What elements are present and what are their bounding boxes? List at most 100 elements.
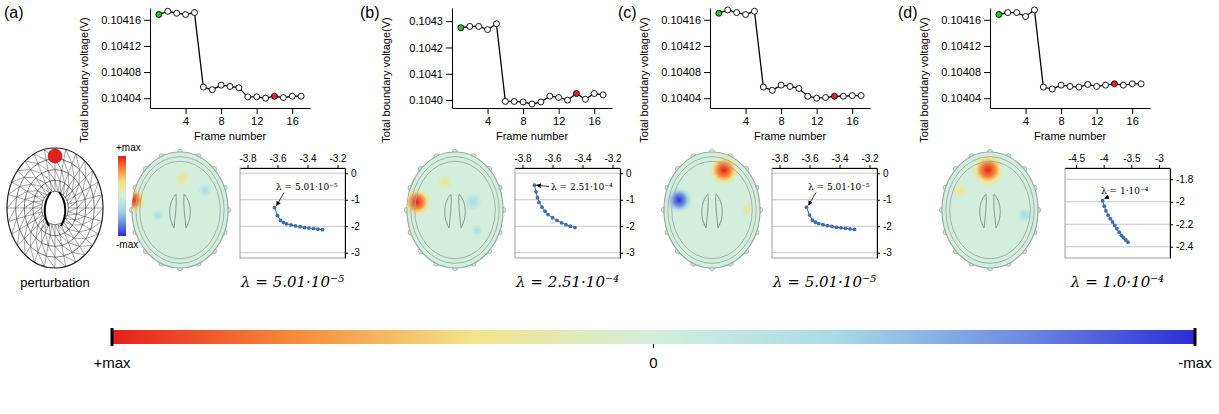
inset-y-axis-tick-mark — [620, 226, 623, 227]
x-axis-tick: 12 — [1091, 108, 1103, 127]
ventricle — [980, 194, 987, 228]
figure: perturbation+max-max(a)4812160.104040.10… — [0, 0, 1219, 414]
mesh-line — [17, 170, 30, 171]
mesh-line — [77, 199, 85, 208]
inset-y-axis-tick-label: 0 — [883, 168, 889, 179]
data-point — [582, 96, 588, 102]
small-colorbar — [118, 156, 126, 236]
panel-letter: (b) — [360, 4, 380, 21]
mesh-line — [55, 257, 56, 268]
brain-map — [939, 149, 1040, 270]
mesh-line — [17, 208, 25, 219]
inset-grid-line — [1065, 201, 1170, 202]
inset-y-axis-tick: -2.2 — [1170, 219, 1194, 230]
inset-y-axis-tick-mark — [877, 226, 880, 227]
data-line — [719, 10, 861, 98]
ventricle — [170, 194, 177, 228]
inset-y-axis-tick-mark — [877, 253, 880, 254]
inset-point — [537, 201, 541, 205]
x-axis-tick: 4 — [183, 108, 189, 127]
y-axis-tick-label: 0.10408 — [661, 66, 701, 78]
mesh-line — [79, 177, 86, 184]
data-point — [760, 84, 766, 90]
mesh-line — [66, 218, 73, 225]
mesh-line — [72, 178, 74, 191]
inset-y-axis-tick-label: -2.2 — [1176, 219, 1194, 230]
data-point — [858, 93, 864, 99]
inset-x-axis-tick: -3.2 — [329, 153, 347, 168]
y-axis-tick-mark — [144, 46, 150, 47]
inset-point — [307, 226, 311, 230]
inset-chart: -3.8-3.6-3.4-3.20-1-2-3λ = 5.01·10⁻⁵ — [771, 153, 892, 259]
x-axis-tick: 8 — [779, 108, 785, 127]
data-point — [787, 83, 793, 89]
mesh-line — [55, 170, 60, 181]
inset-point — [534, 190, 538, 194]
inset-x-axis-tick-label: -3.2 — [861, 153, 879, 164]
inset-line — [807, 207, 855, 229]
data-point — [156, 12, 162, 18]
conductivity-blob — [471, 224, 483, 236]
inset-chart: -3.8-3.6-3.4-3.20-1-2-3λ = 5.01·10⁻⁵ — [239, 153, 360, 259]
x-axis-tick-label: 4 — [1023, 115, 1029, 127]
inset-x-axis-tick: -3.4 — [574, 153, 592, 168]
data-point — [1031, 7, 1037, 13]
inset-background — [515, 168, 620, 258]
data-point — [298, 93, 304, 99]
y-axis-tick-label: 0.1040 — [409, 94, 443, 106]
data-point — [1120, 82, 1126, 88]
inset-grid-line — [1065, 246, 1170, 247]
y-axis-tick-mark — [144, 98, 150, 99]
mesh-line — [83, 225, 91, 230]
y-axis-tick-label: 0.1041 — [409, 68, 443, 80]
lambda-caption: λ = 1.0·10⁻⁴ — [1070, 273, 1164, 291]
data-point — [245, 94, 251, 100]
mesh-line — [68, 202, 76, 208]
x-axis-tick-label: 12 — [553, 115, 565, 127]
mesh-line — [68, 243, 79, 247]
data-point — [769, 87, 775, 93]
y-axis-tick-mark — [984, 46, 990, 47]
inset-point — [848, 227, 852, 231]
y-axis: 0.104040.104080.104120.10416 — [101, 9, 150, 109]
mesh-line — [45, 183, 49, 193]
inset-y-axis-tick-mark — [620, 173, 623, 174]
data-point — [1040, 84, 1046, 90]
inset-y-axis-line — [345, 169, 346, 259]
mesh-line — [55, 236, 62, 246]
inset-point — [1113, 223, 1117, 227]
y-axis-tick: 0.10416 — [661, 14, 710, 26]
y-axis-tick-label: 0.10408 — [941, 66, 981, 78]
inset-x-axis-tick-label: -4 — [1100, 153, 1109, 164]
inset-grid-line — [1065, 224, 1170, 225]
x-axis-tick-mark — [1097, 108, 1098, 114]
inset-x-axis-line — [1066, 168, 1171, 169]
mesh-line — [67, 214, 76, 215]
x-axis-tick: 8 — [521, 108, 527, 127]
mesh-line — [65, 173, 69, 183]
x-axis-tick-mark — [292, 108, 293, 114]
mesh-line — [25, 199, 33, 201]
data-point — [271, 93, 277, 99]
brain-map — [403, 149, 506, 270]
y-axis-tick-label: 0.10404 — [661, 92, 701, 104]
mesh-ring — [24, 170, 85, 247]
mesh-line — [36, 178, 46, 183]
mesh-line — [24, 202, 33, 208]
mesh-line — [41, 221, 46, 229]
tissue-layer — [672, 161, 753, 258]
plot-area — [156, 8, 304, 101]
plot-area — [458, 21, 606, 107]
data-point — [547, 93, 553, 99]
inset-y-axis-tick-mark — [877, 173, 880, 174]
inset-x-axis-tick-label: -3.4 — [574, 153, 592, 164]
mesh-line — [86, 239, 93, 246]
y-axis-tick-mark — [446, 47, 452, 48]
inset-x-axis-tick-mark — [1131, 165, 1132, 168]
brain-blobs — [120, 170, 212, 221]
inset-x-axis-tick: -3.8 — [771, 153, 789, 168]
x-axis-tick: 8 — [219, 108, 225, 127]
mesh-line — [55, 170, 56, 181]
mesh-line — [20, 184, 31, 187]
data-point — [1049, 86, 1055, 92]
